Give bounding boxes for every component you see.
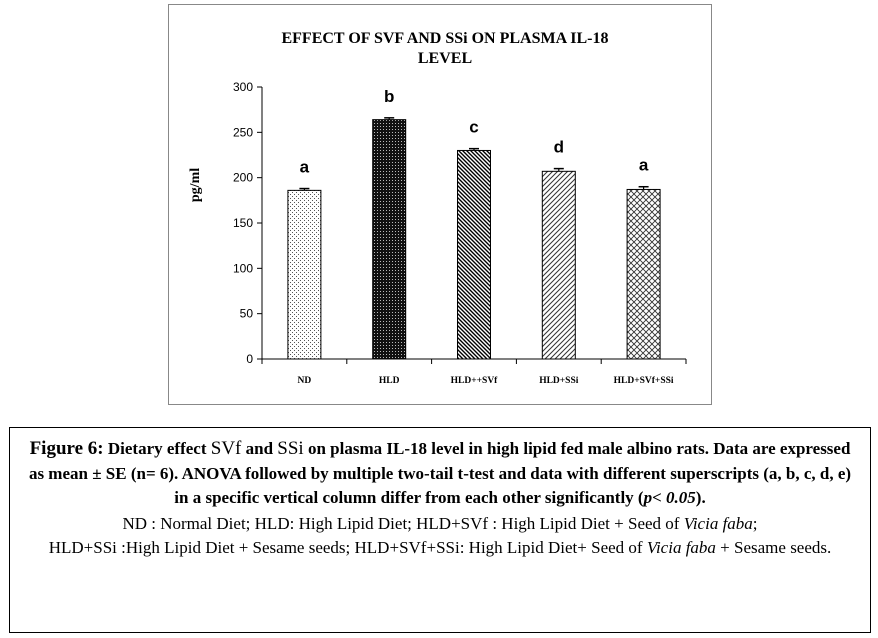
abbr-2-mid2: : High Lipid Diet+ Seed of [459,538,647,557]
y-axis-label: pg/ml [188,168,203,202]
caption-p-value: p< 0.05 [643,488,696,507]
significance-letter-0: a [300,158,310,177]
chart-title-line-1: EFFECT OF SVF AND SSi ON PLASMA IL-18 [281,30,608,47]
bar-2 [457,149,491,360]
significance-letter-1: b [384,87,394,106]
x-tick-label-0: ND [298,376,312,386]
y-tick-label-4: 200 [233,171,253,185]
caption-abbreviations: ND : Normal Diet; HLD: High Lipid Diet; … [20,512,860,561]
y-tick-label-0: 0 [246,352,253,366]
bar-chart: EFFECT OF SVF AND SSi ON PLASMA IL-18 LE… [188,30,687,386]
significance-letter-4: a [639,156,649,175]
caption-text-3: on plasma IL-18 level in high lipid fed … [28,439,852,507]
y-tick-label-5: 250 [233,125,253,139]
abbr-1-mid: : High Lipid Diet + Seed of [488,513,684,533]
x-tick-label-1: HLD [379,376,400,386]
y-tick-label-3: 150 [233,216,253,230]
caption-main: Figure 6: Dietary effect SVf and SSi on … [20,437,860,511]
x-tick-label-4: HLD+SVf+SSi [614,376,674,386]
y-tick-label-2: 100 [233,261,253,275]
x-tick-label-3: HLD+SSi [539,376,579,386]
y-axis: 0 50 100 150 200 250 300 [233,80,263,366]
abbr-1-end: ; [752,513,758,533]
caption-text-4: ). [695,488,706,507]
bar-1 [372,119,407,360]
caption-ssi: SSi [277,438,304,459]
caption-text-1: Dietary effect [103,439,211,458]
abbr-1-pre: ND : Normal Diet; HLD: High Lipid Diet; … [122,513,461,533]
y-tick-label-1: 50 [240,307,254,321]
x-axis: ND HLD HLD++SVf HLD+SSi HLD+SVf+SSi [261,358,687,386]
abbr-1-svf: SVf [460,513,489,533]
significance-letter-3: d [554,138,564,157]
figure-label: Figure 6: [29,438,104,459]
bar-0 [287,189,322,360]
bar-3 [541,170,576,360]
figure-caption: Figure 6: Dietary effect SVf and SSi on … [9,427,871,633]
bars: a b c d a [287,87,661,360]
y-tick-label-6: 300 [233,80,253,94]
abbr-2-svf: SVf [399,538,427,557]
bar-4 [626,188,661,360]
caption-svf: SVf [210,438,242,459]
abbr-2-end: + Sesame seeds. [715,538,832,557]
abbr-2-plus: + [426,538,437,557]
abbr-1-species: Vicia faba [683,513,753,533]
abbr-2-species: Vicia faba [646,538,716,557]
caption-text-2: and [241,439,278,458]
chart-frame: EFFECT OF SVF AND SSi ON PLASMA IL-18 LE… [168,4,712,405]
abbr-2-ssi: SSi [93,538,117,557]
abbr-2-ssi2: SSi [436,538,460,557]
significance-letter-2: c [469,118,478,137]
abbr-2-mid: :High Lipid Diet + Sesame seeds; HLD+ [116,538,400,557]
x-tick-label-2: HLD++SVf [451,376,499,386]
abbr-2-pre: HLD+ [48,538,94,557]
chart-title-line-2: LEVEL [418,50,472,67]
